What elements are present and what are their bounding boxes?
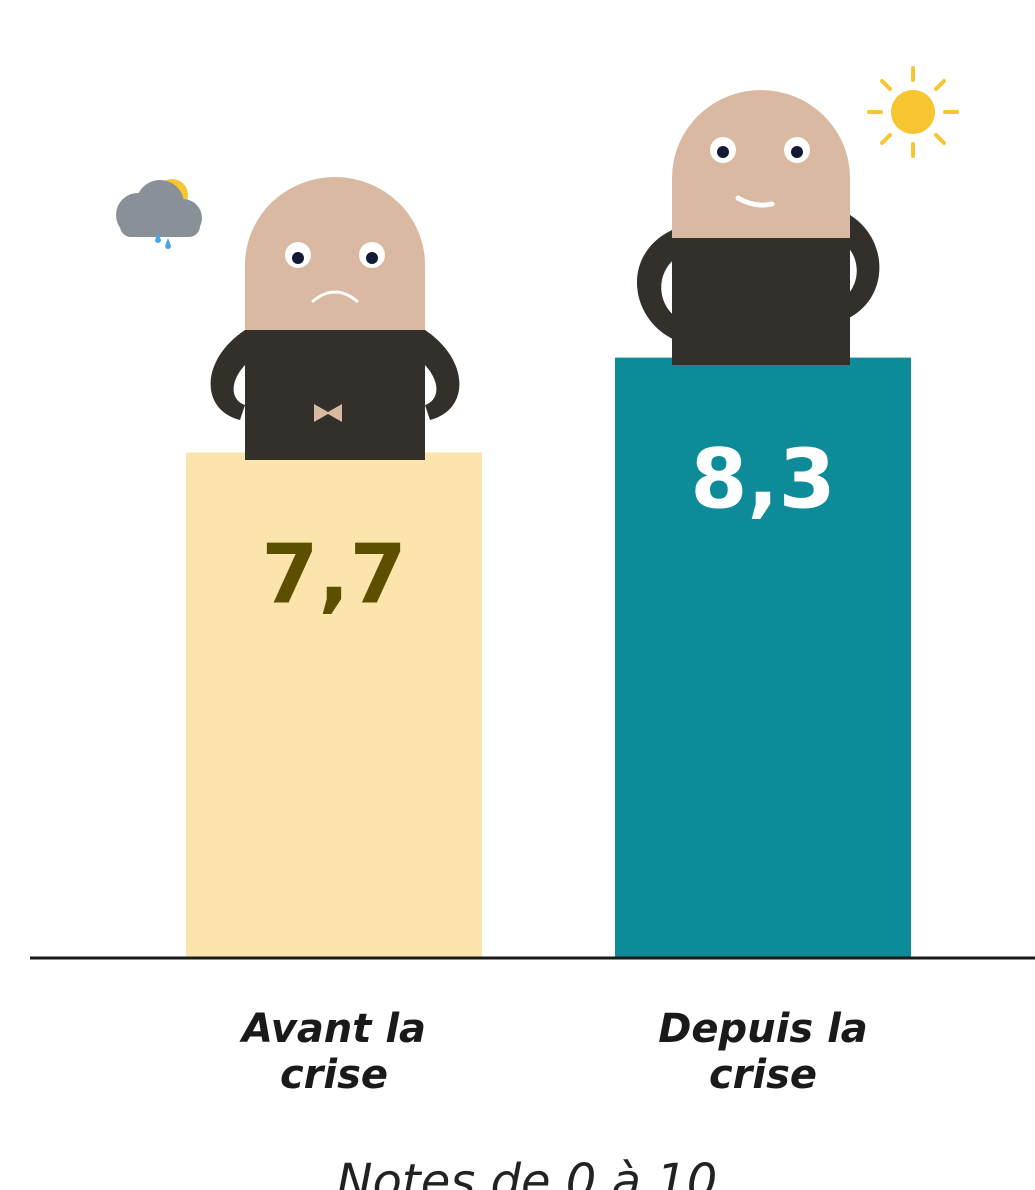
page: Notes de 0 à 10 7,78,3 (() => { const da… <box>0 0 1035 1190</box>
cloud-icon <box>116 179 202 249</box>
value-label: 8,3 <box>690 433 835 528</box>
sad-character <box>211 177 460 460</box>
caption: Notes de 0 à 10 <box>337 1154 718 1190</box>
sun-icon <box>869 68 957 156</box>
category-label: Depuis la crise <box>638 1006 888 1098</box>
happy-character <box>637 90 879 365</box>
category-label: Avant la crise <box>209 1006 459 1098</box>
value-label: 7,7 <box>261 527 406 622</box>
